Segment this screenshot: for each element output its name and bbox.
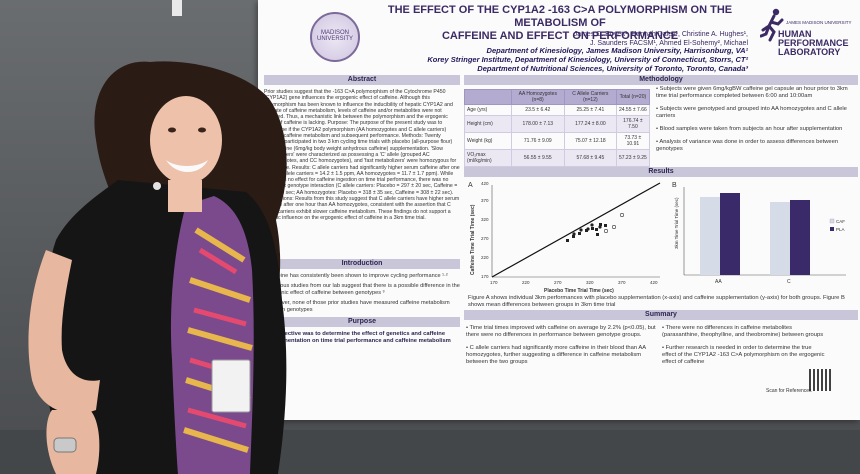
methodology-header: Methodology <box>464 75 858 85</box>
name-badge <box>211 359 251 413</box>
svg-text:AA: AA <box>715 279 722 285</box>
legend-swatch-pla <box>830 227 834 231</box>
figure-a-scatter: A 170 220 270 320 370 420 170 <box>468 181 661 294</box>
research-poster: MADISON UNIVERSITY THE EFFECT OF THE CYP… <box>258 0 860 420</box>
svg-text:170: 170 <box>481 274 489 279</box>
svg-text:370: 370 <box>618 280 626 285</box>
objective-text: The objective was to determine the effec… <box>264 331 451 344</box>
smile <box>166 160 208 172</box>
bar-aa-caf <box>700 197 720 275</box>
methods-bullets: • Subjects were given 6mg/kgBW caffeine … <box>656 86 856 159</box>
poster-authors: James C. Boyett¹, Hannah Daley¹, Christi… <box>573 31 748 47</box>
svg-text:CAF: CAF <box>836 219 845 224</box>
list-item: • Subjects were given 6mg/kgBW caffeine … <box>656 86 848 99</box>
bar-c-caf <box>770 202 790 275</box>
figure-a-label: A <box>468 182 473 189</box>
right-column: Methodology AA Homozygotes (n=8) C Allel… <box>464 75 858 394</box>
runner-icon <box>760 8 784 42</box>
svg-text:320: 320 <box>481 217 489 222</box>
table-row: Weight (kg) 71.76 ± 9.09 75.07 ± 12.18 73.7… <box>464 132 651 150</box>
svg-text:420: 420 <box>481 181 489 186</box>
table-row: Height (cm) 178.00 ± 7.13 177.24 ± 8.00 176… <box>464 115 651 133</box>
abstract-header: Abstract <box>264 75 460 85</box>
svg-text:270: 270 <box>554 280 562 285</box>
figure-b-label: B <box>672 182 677 189</box>
svg-text:170: 170 <box>490 280 498 285</box>
scan-text: Scan for References <box>766 388 812 394</box>
purpose-header: Purpose <box>264 317 460 327</box>
earring-icon <box>153 182 161 190</box>
figure-caption: Figure A shows individual 3km performanc… <box>468 295 845 308</box>
svg-text:420: 420 <box>650 280 658 285</box>
identity-line <box>491 182 661 278</box>
hpl-logo: JAMES MADISON UNIVERSITY HUMAN PERFORMAN… <box>758 6 858 68</box>
svg-text:220: 220 <box>522 280 530 285</box>
figure-a-points <box>566 223 607 242</box>
introduction-header: Introduction <box>264 259 460 269</box>
list-item: • C allele carriers had significantly mo… <box>466 345 646 365</box>
table-row: Age (yrs) 23.5 ± 6.42 25.25 ± 7.41 24.55 ± … <box>464 104 651 116</box>
shirt-pattern <box>187 247 247 429</box>
university-seal: MADISON UNIVERSITY <box>310 12 360 62</box>
figure-a-ylabel: Caffeine Time Trial Time (sec) <box>470 204 476 275</box>
list-item: • Time trial times improved with caffein… <box>466 325 656 338</box>
list-item: • Further research is needed in order to… <box>662 345 825 365</box>
svg-text:PLA: PLA <box>836 227 845 232</box>
svg-text:370: 370 <box>481 198 489 203</box>
svg-text:270: 270 <box>481 236 489 241</box>
table-header-row: AA Homozygotes (n=8) C Allele Carriers (… <box>464 89 651 105</box>
summary-left: • Time trial times improved with caffein… <box>466 325 656 372</box>
qr-code <box>809 369 831 391</box>
svg-text:320: 320 <box>586 280 594 285</box>
summary-header: Summary <box>464 310 858 320</box>
legend-swatch-caf <box>829 218 835 224</box>
list-item: • There were no differences in caffeine … <box>662 325 824 338</box>
wall-tag <box>172 0 182 16</box>
poster-title: THE EFFECT OF THE CYP1A2 -163 C>A POLYMO… <box>387 4 733 42</box>
bar-aa-pla <box>720 193 740 275</box>
figure-b-ylabel: 3km Time Trial Time (sec) <box>674 197 679 249</box>
figure-b-bars: B 3km Time Trial Time (sec) AA C CAF PLA <box>672 182 846 285</box>
subject-characteristics-table: AA Homozygotes (n=8) C Allele Carriers (… <box>464 89 651 167</box>
presenter-person <box>28 61 287 474</box>
svg-text:220: 220 <box>481 255 489 260</box>
bar-c-pla <box>790 200 810 275</box>
table-row: VO₂max (ml/kg/min) 56.55 ± 9.55 57.68 ± 9.… <box>464 149 651 167</box>
results-header: Results <box>464 167 858 177</box>
arm <box>28 250 100 414</box>
neck <box>168 180 202 212</box>
poster-affiliations: Department of Kinesiology, James Madison… <box>427 46 748 73</box>
figure-a-xlabel: Placebo Time Trial Time (sec) <box>544 288 614 294</box>
list-item: • Analysis of variance was done in order… <box>656 139 839 152</box>
abstract-text: Prior studies suggest that the -163 C>A … <box>264 89 460 221</box>
summary-right: • There were no differences in caffeine … <box>662 325 827 372</box>
left-column: Abstract Prior studies suggest that the … <box>264 75 460 345</box>
watch-icon <box>53 437 77 453</box>
svg-text:C: C <box>787 279 791 285</box>
list-item: • Blood samples were taken from subjects… <box>656 126 843 132</box>
list-item: • Subjects were genotyped and grouped in… <box>656 106 847 119</box>
shirt-pattern <box>183 227 253 453</box>
